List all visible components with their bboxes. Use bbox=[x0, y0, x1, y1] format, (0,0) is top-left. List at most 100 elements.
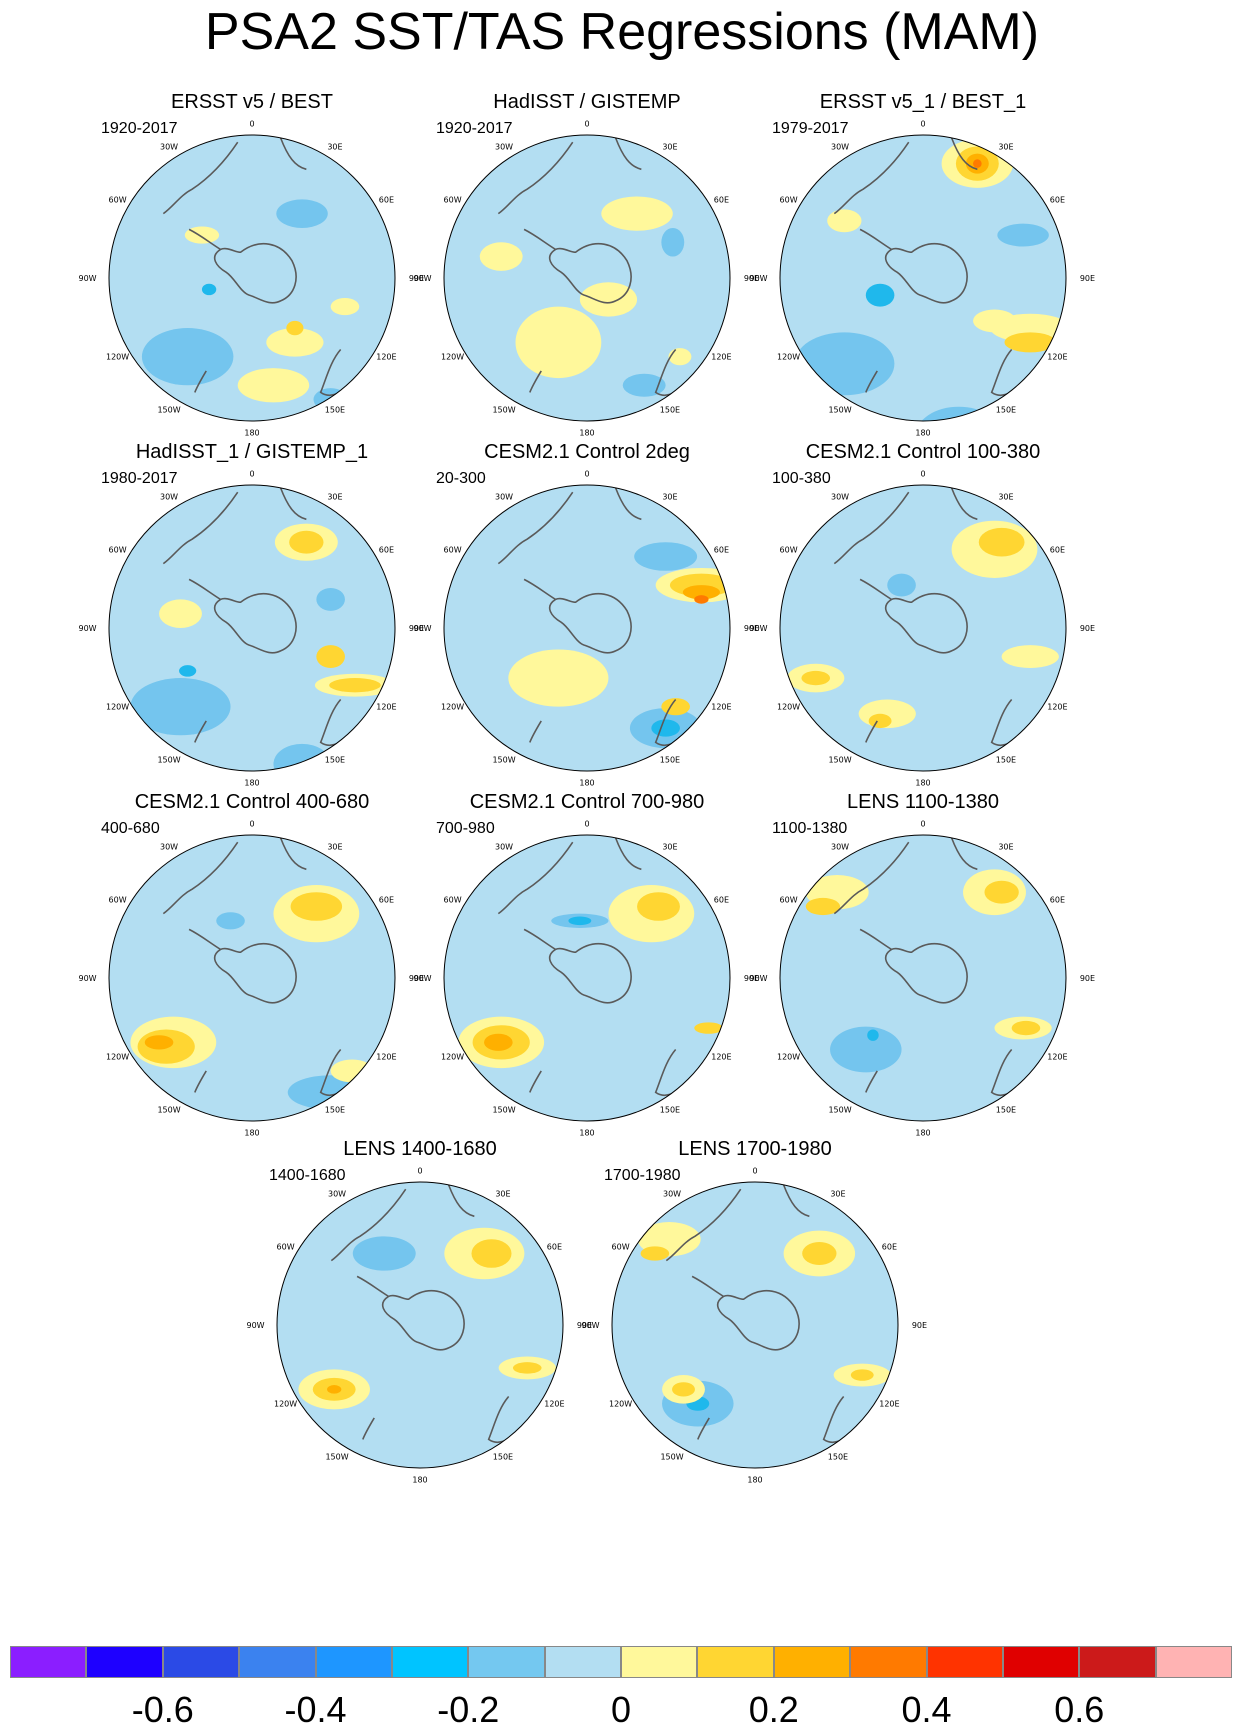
coastline bbox=[834, 142, 908, 214]
anomaly-region bbox=[479, 242, 523, 271]
map-border bbox=[108, 134, 396, 422]
polar-map: 0 30E 60E 90E 120E 150E 180 150W 120W 90W 60W 30W bbox=[414, 820, 760, 1138]
longitude-label: 120W bbox=[106, 353, 129, 362]
longitude-label: 150W bbox=[492, 406, 515, 415]
longitude-label: 60W bbox=[109, 895, 127, 904]
longitude-label: 30E bbox=[998, 142, 1013, 151]
longitude-label: 150E bbox=[660, 406, 680, 415]
longitude-label: 30W bbox=[663, 1189, 681, 1198]
panel-title: CESM2.1 Control 400-680 bbox=[134, 791, 370, 813]
anomaly-region bbox=[867, 1029, 879, 1041]
anomaly-region bbox=[266, 328, 324, 357]
coastline bbox=[357, 1276, 388, 1296]
coastline bbox=[952, 138, 978, 169]
coastline bbox=[834, 492, 908, 564]
longitude-label: 90E bbox=[1080, 974, 1095, 983]
anomaly-region bbox=[887, 573, 916, 597]
polar-map: 0 30E 60E 90E 120E 150E 180 150W 120W 90W 60W 30W bbox=[582, 1167, 928, 1485]
longitude-label: 150E bbox=[325, 1106, 345, 1115]
longitude-label: 120W bbox=[106, 703, 129, 712]
longitude-label: 90E bbox=[409, 974, 424, 983]
longitude-label: 90W bbox=[79, 624, 97, 633]
anomaly-region bbox=[201, 283, 217, 296]
longitude-label: 180 bbox=[915, 428, 930, 437]
anomaly-region bbox=[1004, 332, 1056, 353]
anomaly-region bbox=[327, 1385, 342, 1394]
coastline bbox=[616, 138, 642, 169]
longitude-label: 60W bbox=[612, 1242, 630, 1251]
anomaly-region bbox=[1011, 1020, 1041, 1036]
anomaly-region bbox=[287, 1075, 374, 1110]
longitude-label: 120E bbox=[544, 1400, 564, 1409]
longitude-label: 150E bbox=[325, 406, 345, 415]
anomaly-region bbox=[682, 585, 720, 600]
coastline bbox=[281, 138, 307, 169]
longitude-label: 30W bbox=[328, 1189, 346, 1198]
longitude-label: 120E bbox=[879, 1400, 899, 1409]
coastline bbox=[195, 721, 206, 742]
colorbar-tick-label: -0.2 bbox=[437, 1689, 500, 1730]
longitude-label: 30W bbox=[831, 842, 849, 851]
polar-map: 0 30E 60E 90E 120E 150E 180 150W 120W 90W 60W 30W bbox=[79, 470, 425, 788]
coastline bbox=[195, 371, 206, 392]
anomaly-region bbox=[273, 743, 331, 771]
longitude-label: 60W bbox=[780, 195, 798, 204]
longitude-label: 0 bbox=[417, 1167, 422, 1176]
colorbar-box bbox=[1079, 1646, 1156, 1678]
longitude-label: 60E bbox=[714, 545, 729, 554]
longitude-label: 120E bbox=[1047, 703, 1067, 712]
coastline bbox=[281, 488, 307, 519]
longitude-label: 60E bbox=[1050, 195, 1065, 204]
longitude-label: 180 bbox=[747, 1475, 762, 1484]
longitude-label: 0 bbox=[584, 820, 589, 829]
anomaly-region bbox=[316, 587, 345, 611]
coastline bbox=[860, 929, 891, 949]
panel-year-range: 1980-2017 bbox=[101, 470, 178, 487]
coastline bbox=[524, 229, 555, 249]
map-panel: HadISST / GISTEMP 1920-2017 0 30E 60E 90E 120E… bbox=[412, 90, 762, 470]
coastline bbox=[666, 1189, 740, 1261]
longitude-label: 180 bbox=[579, 428, 594, 437]
colorbar-tick-label: 0.2 bbox=[748, 1689, 799, 1730]
panel-title: ERSST v5 / BEST bbox=[171, 91, 333, 113]
longitude-label: 30W bbox=[160, 842, 178, 851]
colorbar-tick-label: 0.6 bbox=[1054, 1689, 1105, 1730]
longitude-label: 150W bbox=[157, 1106, 180, 1115]
anomaly-region bbox=[637, 892, 680, 921]
coastline bbox=[952, 488, 978, 519]
anomaly-region bbox=[568, 916, 592, 926]
longitude-label: 120E bbox=[711, 1053, 731, 1062]
anomaly-region bbox=[830, 1026, 902, 1073]
panel-title: LENS 1700-1980 bbox=[678, 1138, 832, 1160]
anomaly-region bbox=[579, 282, 638, 317]
longitude-label: 90E bbox=[912, 1321, 927, 1330]
anomaly-region bbox=[865, 283, 895, 307]
panel-year-range: 700-980 bbox=[436, 820, 495, 837]
anomaly-region bbox=[984, 880, 1019, 904]
longitude-label: 120W bbox=[441, 353, 464, 362]
map-panel: LENS 1400-1680 1400-1680 0 30E 60E 90E 120E 150… bbox=[245, 1137, 595, 1517]
longitude-label: 90E bbox=[409, 624, 424, 633]
anomaly-region bbox=[508, 649, 609, 707]
anomaly-region bbox=[801, 670, 831, 686]
longitude-label: 0 bbox=[584, 470, 589, 479]
longitude-label: 60E bbox=[379, 545, 394, 554]
panel-title: CESM2.1 Control 2deg bbox=[484, 441, 690, 463]
longitude-label: 180 bbox=[244, 778, 259, 787]
colorbar-box bbox=[315, 1646, 392, 1678]
colorbar-box bbox=[697, 1646, 774, 1678]
anomaly-region bbox=[179, 665, 197, 677]
anomaly-region bbox=[661, 227, 685, 257]
colorbar-box bbox=[926, 1646, 1003, 1678]
colorbar-box bbox=[162, 1646, 240, 1678]
coastline bbox=[163, 842, 237, 914]
longitude-label: 30E bbox=[662, 142, 677, 151]
longitude-label: 150E bbox=[493, 1453, 513, 1462]
longitude-label: 120E bbox=[376, 353, 396, 362]
longitude-label: 90W bbox=[247, 1321, 265, 1330]
longitude-label: 60E bbox=[714, 195, 729, 204]
coastline bbox=[524, 579, 555, 599]
map-border bbox=[108, 484, 396, 772]
longitude-label: 90W bbox=[750, 974, 768, 983]
longitude-label: 0 bbox=[249, 120, 254, 129]
